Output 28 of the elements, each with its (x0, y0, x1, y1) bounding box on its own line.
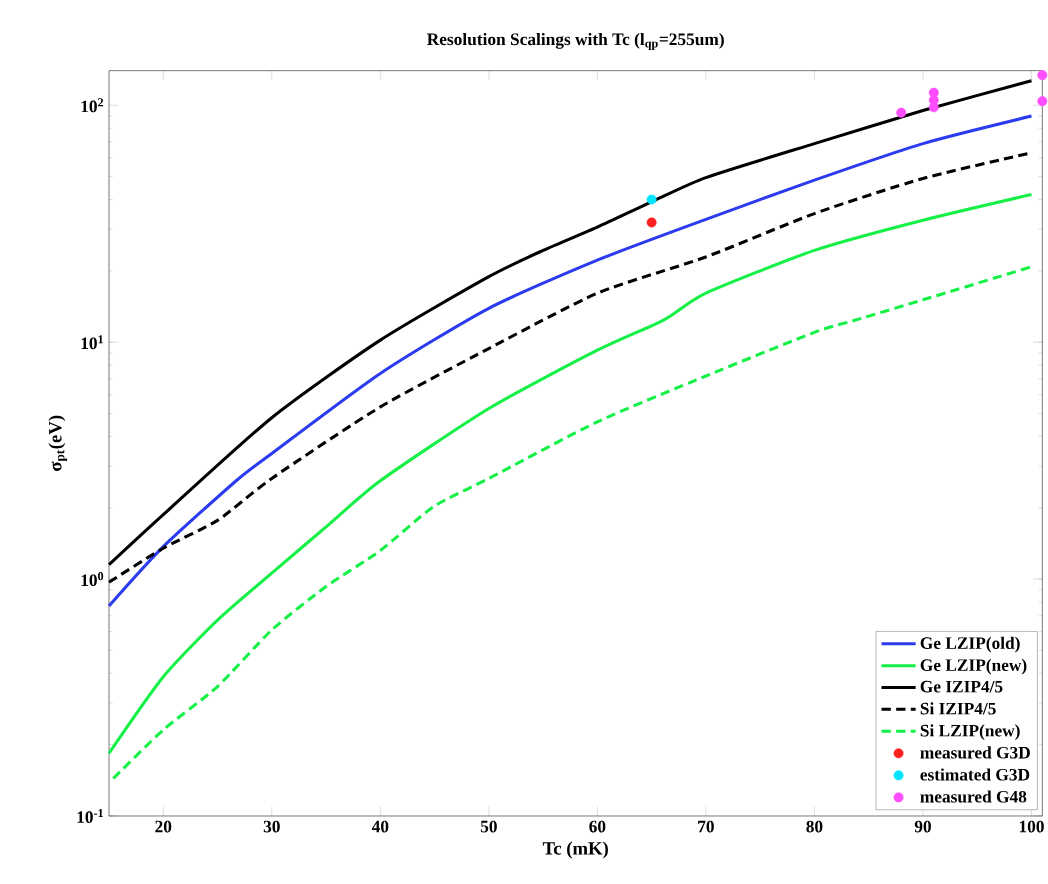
legend-label: Si IZIP4/5 (920, 702, 996, 715)
legend-label: measured G48 (920, 790, 1027, 803)
x-tick-label: 80 (806, 820, 823, 833)
legend-label: estimated G3D (920, 768, 1030, 781)
point (646, 194, 657, 205)
x-tick-label: 50 (480, 820, 497, 833)
y-tick-label: 10$^{0}$ (81, 572, 104, 587)
x-tick-label: 100 (1019, 820, 1044, 833)
x-tick-label: 60 (589, 820, 606, 833)
x-axis-title: Tc (mK) (542, 841, 608, 859)
x-tick-label: 90 (914, 820, 931, 833)
x-tick-label: 30 (263, 820, 280, 833)
chart-title: Resolution Scalings with Tc (l$_{qp}$=255um) (427, 32, 724, 50)
point (646, 217, 657, 228)
x-tick-label: 40 (371, 820, 389, 833)
x-tick-label: 20 (155, 820, 172, 833)
legend-label: measured G3D (920, 746, 1030, 759)
point (896, 107, 907, 118)
y-tick-label: 10$^{-1}$ (77, 809, 103, 823)
y-tick-label: 10$^{1}$ (81, 335, 103, 350)
legend-label: Si LZIP(new) (920, 724, 1020, 741)
y-tick-label: 10$^{2}$ (81, 98, 104, 113)
y-axis-title: σ$_{pt}$(eV) (48, 415, 68, 471)
legend-label: Ge LZIP(old) (920, 636, 1020, 653)
legend-label: Ge IZIP4/5 (920, 680, 1003, 693)
point (928, 102, 939, 113)
x-tick-label: 70 (698, 820, 714, 833)
legend-label: Ge LZIP(new) (920, 658, 1027, 675)
